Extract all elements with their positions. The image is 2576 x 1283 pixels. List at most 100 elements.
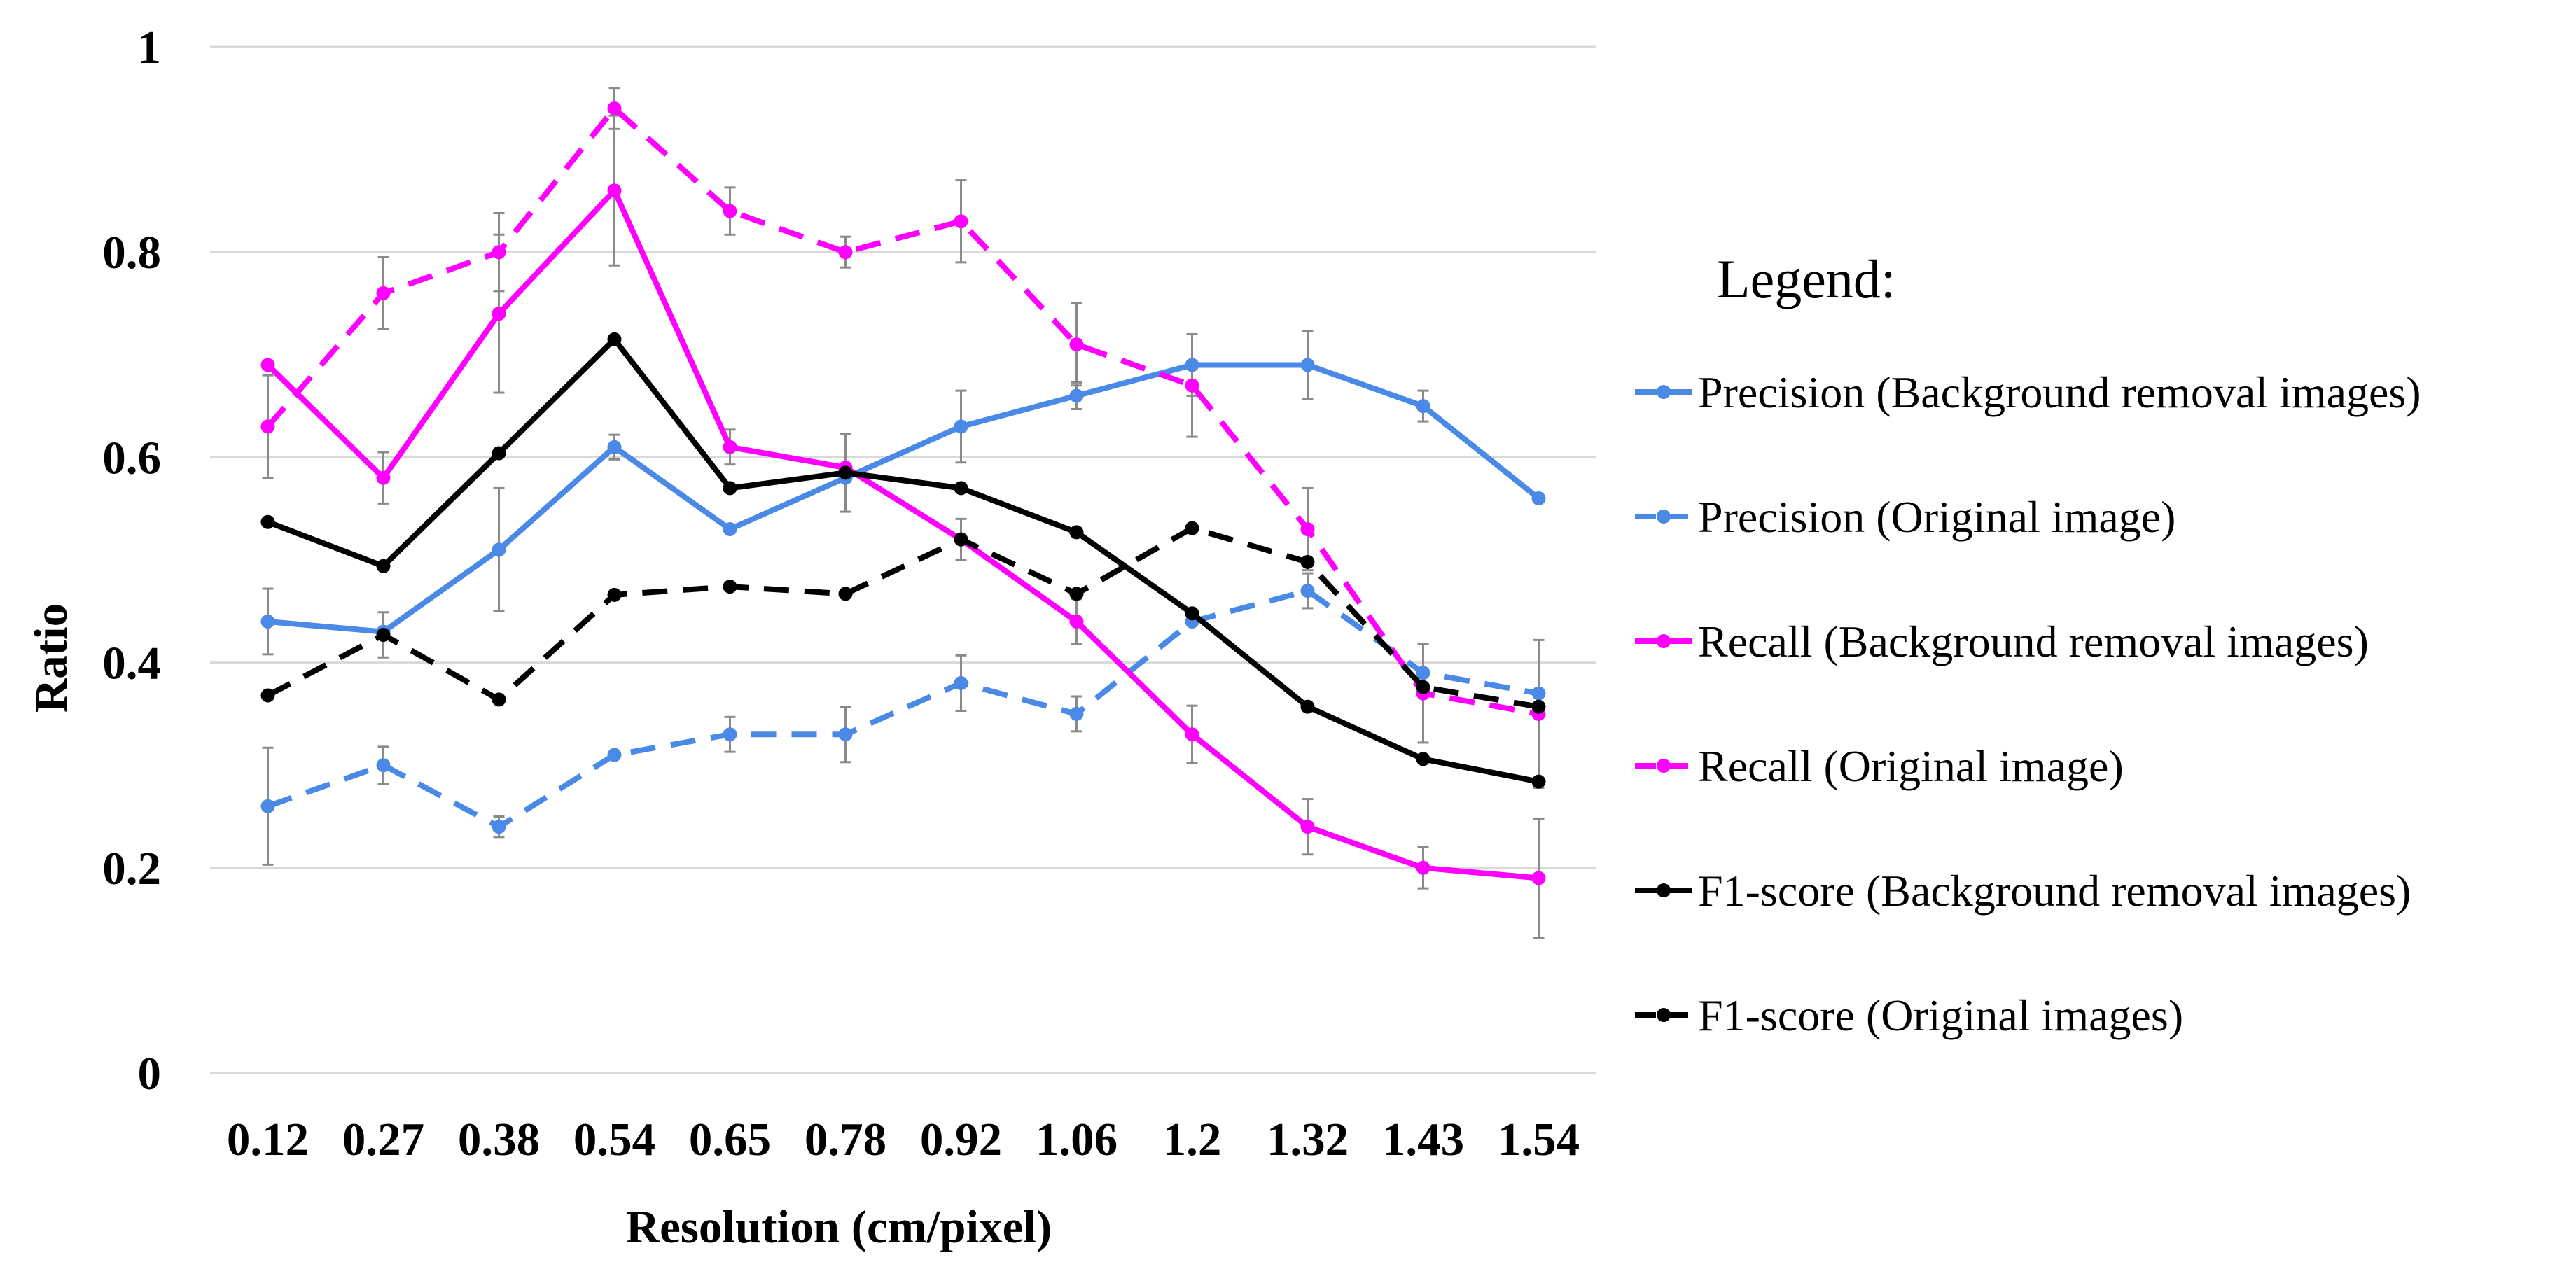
data-point	[1531, 871, 1546, 885]
series-line	[265, 105, 1540, 717]
x-tick-label: 0.27	[342, 1114, 424, 1165]
legend-marker	[1657, 1008, 1671, 1022]
legend-title: Legend:	[1717, 248, 1896, 309]
data-point	[376, 559, 391, 573]
gridlines	[210, 45, 1596, 1074]
data-point	[954, 675, 968, 690]
data-point	[260, 358, 275, 372]
series-line	[265, 188, 1539, 881]
legend-label: F1-score (Original images)	[1698, 990, 2183, 1040]
x-axis-title: Resolution (cm/pixel)	[626, 1201, 1052, 1253]
y-tick-label: 0.8	[102, 227, 161, 279]
legend-marker	[1657, 634, 1671, 648]
data-point	[492, 245, 506, 260]
data-point	[607, 440, 622, 454]
data-point	[1300, 583, 1315, 598]
data-point	[954, 481, 968, 496]
data-point	[723, 522, 737, 537]
legend-entry: Recall (Background removal images)	[1635, 617, 2369, 666]
data-point	[492, 692, 506, 707]
data-point	[607, 183, 622, 198]
x-axis-tick-labels: 0.12 0.27 0.38 0.54 0.65 0.78 0.92 1.06 1.2 1.32 1…	[227, 1114, 1580, 1165]
data-point	[1531, 686, 1546, 701]
data-point	[1416, 680, 1430, 694]
y-tick-label: 0.6	[102, 432, 161, 484]
legend-marker	[1657, 510, 1671, 524]
data-point	[492, 542, 506, 557]
legend-label: Precision (Original image)	[1698, 492, 2175, 542]
legend-entry: Recall (Original image)	[1635, 741, 2124, 791]
data-point	[723, 204, 737, 218]
data-point	[260, 419, 275, 434]
data-point	[1185, 358, 1199, 372]
series-5	[260, 332, 1546, 789]
data-point	[1069, 388, 1084, 403]
data-point	[607, 332, 622, 346]
data-point	[1300, 820, 1315, 834]
legend-entry: F1-score (Background removal images)	[1635, 866, 2411, 916]
x-tick-label: 1.43	[1382, 1114, 1464, 1165]
x-tick-label: 0.92	[920, 1114, 1002, 1165]
legend-entry: Precision (Background removal images)	[1635, 367, 2421, 417]
data-point	[1185, 606, 1199, 621]
x-tick-label: 1.2	[1163, 1114, 1222, 1165]
data-point	[1416, 399, 1430, 414]
data-point	[1069, 614, 1084, 629]
data-point	[954, 532, 968, 547]
x-tick-label: 0.65	[689, 1114, 771, 1165]
data-point	[492, 820, 506, 834]
series-2	[260, 583, 1546, 834]
error-bars	[262, 87, 1545, 939]
data-point	[1531, 491, 1546, 506]
legend-marker	[1657, 759, 1671, 773]
data-point	[376, 758, 391, 773]
data-point	[1531, 774, 1546, 789]
data-point	[954, 214, 968, 229]
data-point	[1185, 727, 1199, 742]
legend-label: Recall (Original image)	[1698, 741, 2124, 791]
y-tick-label: 0	[138, 1048, 162, 1100]
x-tick-label: 0.78	[805, 1114, 886, 1165]
x-tick-label: 0.12	[227, 1114, 309, 1165]
x-tick-label: 1.32	[1267, 1114, 1349, 1165]
series-4	[260, 101, 1546, 721]
y-tick-label: 0.2	[102, 843, 161, 895]
data-point	[838, 245, 853, 260]
data-point	[1185, 378, 1199, 393]
series-6	[260, 521, 1546, 714]
data-point	[260, 614, 275, 629]
data-point	[492, 307, 506, 321]
data-point	[838, 587, 853, 601]
data-point	[1069, 525, 1084, 540]
data-point	[1069, 587, 1084, 601]
data-point	[1416, 860, 1430, 875]
data-point	[607, 587, 622, 602]
y-axis-tick-labels: 0 0.2 0.4 0.6 0.8 1	[102, 22, 161, 1100]
data-point	[1069, 337, 1084, 352]
data-point	[1300, 699, 1315, 714]
series-1	[260, 358, 1546, 639]
data-point	[376, 286, 391, 300]
data-point	[376, 628, 391, 643]
data-point	[1416, 752, 1430, 766]
data-point	[260, 514, 275, 529]
series-3	[260, 183, 1546, 885]
legend: Legend: Precision (Background removal im…	[1635, 248, 2421, 1040]
data-point	[1300, 554, 1315, 569]
data-point	[1185, 521, 1199, 535]
data-point	[954, 419, 968, 434]
x-tick-label: 1.06	[1036, 1114, 1118, 1165]
data-point	[376, 470, 391, 485]
legend-marker	[1657, 883, 1671, 897]
data-point	[838, 465, 853, 480]
data-point	[723, 727, 737, 742]
series-lines	[260, 101, 1546, 885]
x-tick-label: 0.54	[573, 1114, 655, 1165]
legend-entry: F1-score (Original images)	[1635, 990, 2183, 1040]
legend-entry: Precision (Original image)	[1635, 492, 2175, 542]
data-point	[1300, 522, 1315, 537]
y-tick-label: 0.4	[102, 638, 161, 689]
legend-label: Recall (Background removal images)	[1698, 617, 2369, 666]
data-point	[723, 440, 737, 454]
